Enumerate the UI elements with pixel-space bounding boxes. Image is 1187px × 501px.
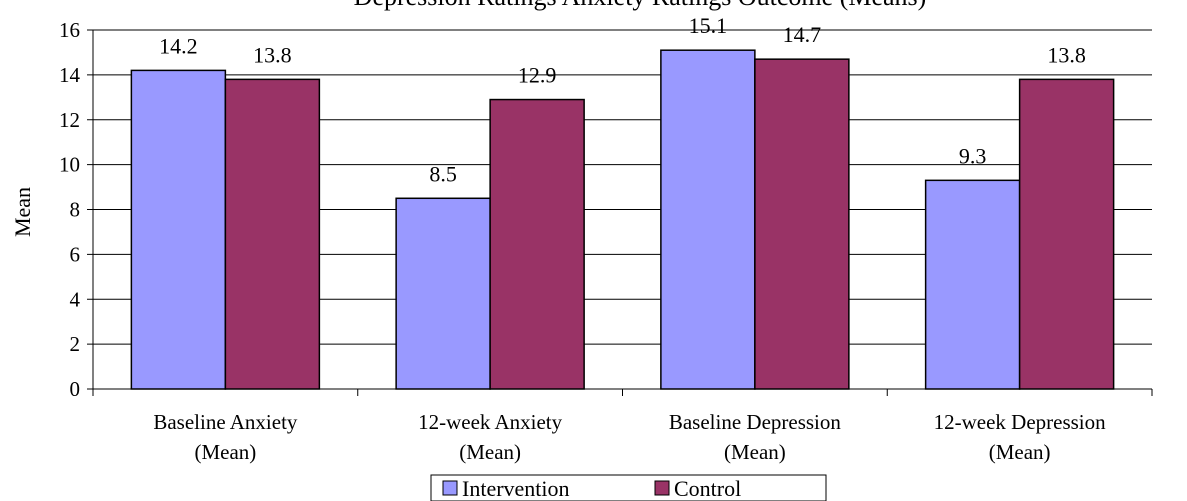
data-label: 13.8	[1047, 42, 1086, 67]
data-label: 14.2	[159, 33, 198, 58]
category-label: (Mean)	[724, 440, 786, 464]
y-tick-label: 14	[59, 63, 81, 87]
legend: Intervention Control	[430, 474, 827, 501]
category-label: (Mean)	[989, 440, 1051, 464]
bar-control-1	[224, 78, 321, 390]
data-label: 12.9	[518, 63, 557, 88]
category-label: (Mean)	[194, 440, 256, 464]
bar-control-4	[1018, 78, 1115, 390]
bar-control-3	[754, 58, 850, 390]
legend-label-intervention: Intervention	[462, 476, 570, 501]
y-tick-label: 6	[70, 242, 81, 266]
legend-swatch-control	[654, 480, 670, 496]
legend-box	[430, 474, 827, 501]
category-label: Baseline Depression	[669, 410, 842, 434]
bar-intervention-4	[924, 179, 1021, 390]
y-tick-label: 16	[59, 18, 80, 42]
data-label: 15.1	[689, 13, 728, 38]
data-label: 13.8	[253, 42, 292, 67]
y-tick-label: 10	[59, 153, 80, 177]
bar-intervention-1	[130, 69, 227, 390]
y-tick-label: 2	[70, 332, 81, 356]
bar-intervention-3	[660, 49, 756, 390]
y-axis-title: Mean	[10, 187, 35, 237]
bar-control-2	[489, 98, 585, 390]
bars	[130, 49, 1115, 390]
legend-swatch-intervention	[442, 480, 458, 496]
bar-intervention-2	[395, 197, 491, 390]
chart-title: Depression Ratings Anxiety Ratings Outco…	[354, 0, 927, 11]
data-labels: 14.2 13.8 8.5 12.9 15.1 14.7 9.3 13.8	[159, 13, 1086, 186]
category-label: 12-week Depression	[934, 410, 1107, 434]
y-tick-label: 4	[70, 287, 81, 311]
data-label: 8.5	[429, 161, 457, 186]
category-label: 12-week Anxiety	[418, 410, 563, 434]
category-label: Baseline Anxiety	[153, 410, 298, 434]
y-tick-label: 12	[59, 108, 80, 132]
y-tick-label: 0	[70, 377, 81, 401]
category-label: (Mean)	[459, 440, 521, 464]
data-label: 14.7	[783, 22, 822, 47]
y-tick-label: 8	[70, 198, 81, 222]
data-label: 9.3	[959, 143, 987, 168]
axes: 0 2 4 6 8 10 12 14 16 Baseline Anxiety (Mean) 12-we…	[59, 18, 1153, 464]
legend-label-control: Control	[674, 476, 741, 501]
